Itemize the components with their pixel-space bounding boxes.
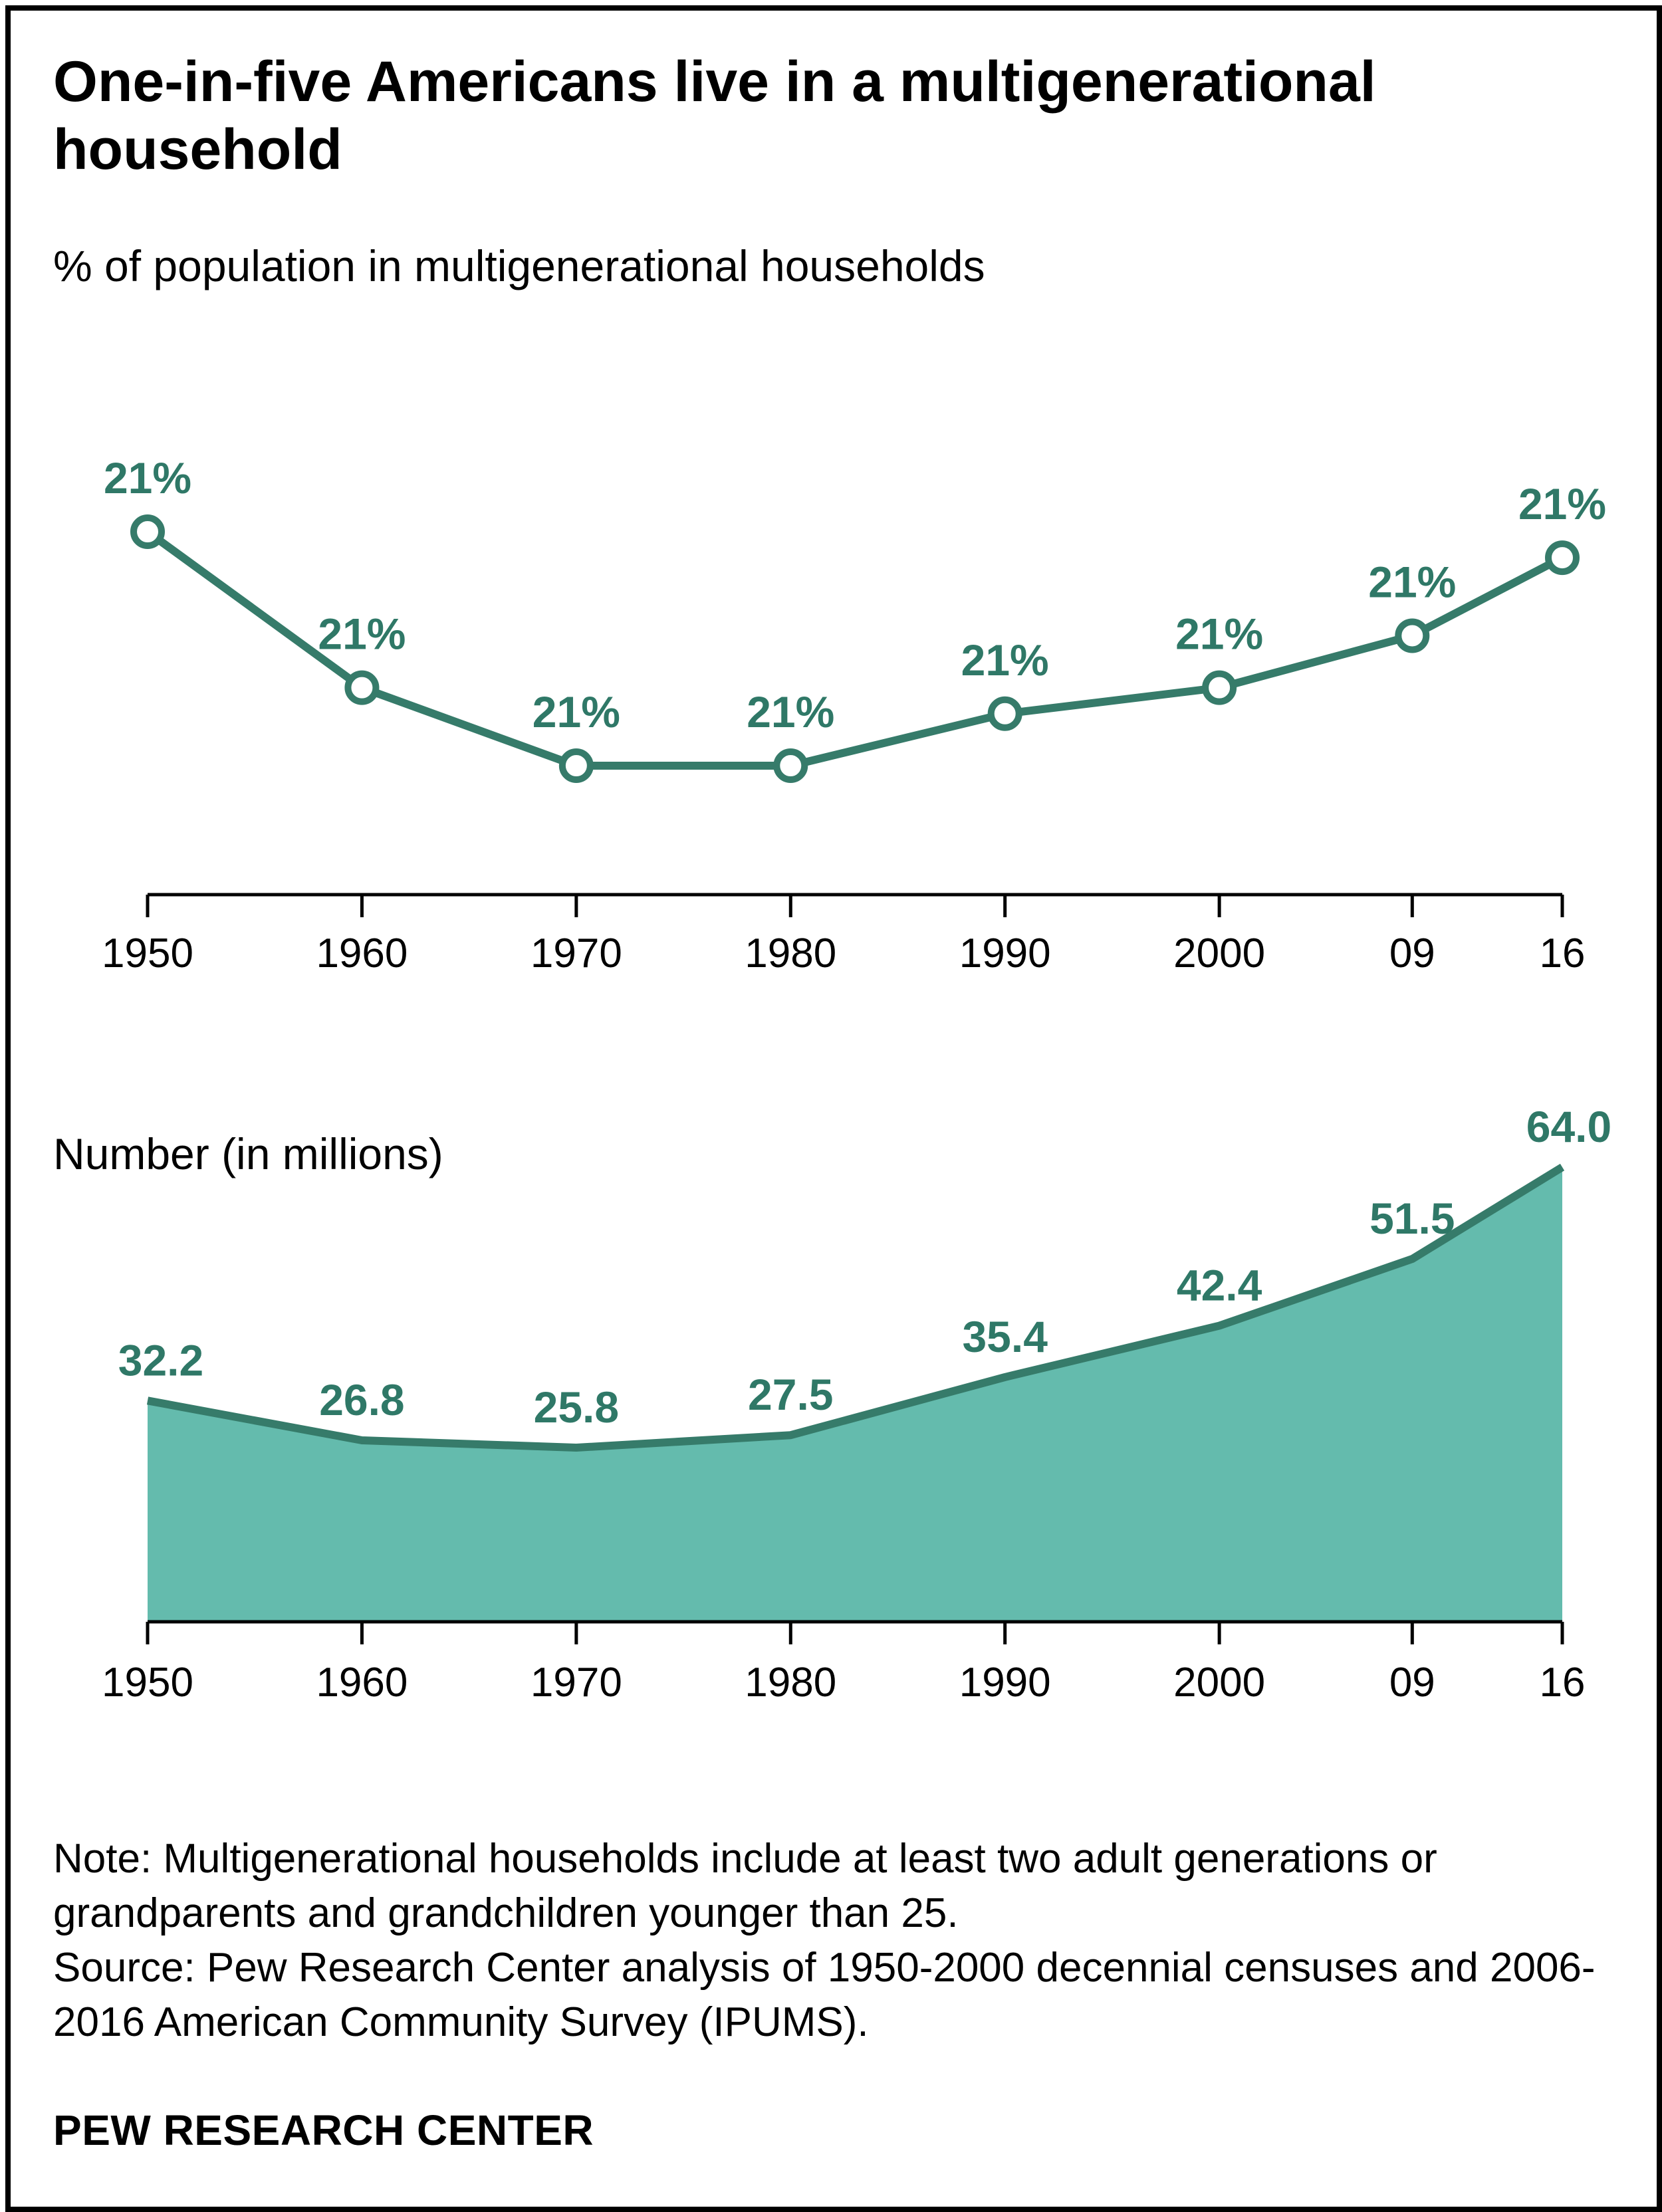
- pct-x-tick-label: 1950: [102, 931, 193, 976]
- pct-data-point: [130, 514, 165, 549]
- pct-data-label: 21%: [747, 687, 834, 736]
- pct-x-tick-label: 09: [1389, 931, 1435, 976]
- pct-series-line: [145, 528, 1564, 770]
- pct-data-point: [773, 748, 808, 783]
- pct-data-label: 21%: [1518, 479, 1606, 528]
- number-series-line: [146, 1163, 1565, 1452]
- number-area-fill: [148, 1167, 1562, 1622]
- number-data-label: 42.4: [1177, 1261, 1262, 1310]
- pct-x-tick-label: 1960: [316, 931, 408, 976]
- chart-frame: [5, 5, 1662, 2212]
- number-data-label: 26.8: [319, 1375, 404, 1424]
- pct-data-label: 21%: [533, 687, 620, 736]
- pct-data-point: [1395, 618, 1430, 653]
- pct-data-label: 21%: [318, 609, 406, 659]
- num-x-tick-label: 1950: [102, 1660, 193, 1706]
- number-data-label: 25.8: [534, 1382, 619, 1432]
- pct-x-tick-label: 16: [1540, 931, 1586, 976]
- number-data-label: 51.5: [1369, 1194, 1455, 1243]
- num-x-tick-label: 1980: [745, 1660, 836, 1706]
- pct-x-tick-label: 1980: [745, 931, 836, 976]
- num-x-tick-label: 2000: [1173, 1660, 1265, 1706]
- number-chart-subtitle: Number (in millions): [53, 1129, 443, 1178]
- footnote: Note: Multigenerational households inclu…: [53, 1832, 1622, 2050]
- num-x-tick-label: 09: [1389, 1660, 1435, 1706]
- pct-data-point: [344, 670, 380, 705]
- number-data-label: 64.0: [1526, 1102, 1611, 1151]
- number-data-label: 27.5: [748, 1370, 833, 1419]
- num-x-tick-label: 1990: [959, 1660, 1051, 1706]
- pct-data-label: 21%: [1368, 557, 1456, 606]
- pct-x-tick-label: 1990: [959, 931, 1051, 976]
- pct-x-tick-label: 2000: [1173, 931, 1265, 976]
- pct-data-point: [1202, 670, 1237, 705]
- chart-title: One-in-five Americans live in a multigen…: [53, 50, 1376, 181]
- brand-logo-text: PEW RESEARCH CENTER: [53, 2106, 594, 2154]
- source-text: Source: Pew Research Center analysis of …: [53, 1945, 1596, 2045]
- pct-data-label: 21%: [961, 635, 1049, 685]
- note-text: Note: Multigenerational households inclu…: [53, 1836, 1437, 1936]
- number-area-chart: 1950 1960 1970 1980 1990 2000 09 16 32.2 26.8 25.8…: [102, 1102, 1611, 1706]
- pct-data-label: 21%: [1175, 609, 1263, 659]
- pct-data-point: [558, 748, 594, 783]
- num-x-tick-label: 1960: [316, 1660, 408, 1706]
- num-x-tick-label: 1970: [531, 1660, 622, 1706]
- number-data-label: 32.2: [118, 1335, 203, 1384]
- percent-line-chart: 1950 1960 1970 1980 1990 2000 09 16 21% 21% 21% 21%…: [102, 453, 1606, 976]
- number-data-label: 35.4: [962, 1312, 1048, 1361]
- pct-data-label: 21%: [104, 453, 191, 502]
- pct-data-point: [987, 696, 1022, 731]
- num-x-tick-label: 16: [1540, 1660, 1586, 1706]
- pct-x-tick-label: 1970: [531, 931, 622, 976]
- percent-chart-subtitle: % of population in multigenerational hou…: [53, 241, 985, 290]
- pct-data-point: [1545, 540, 1580, 576]
